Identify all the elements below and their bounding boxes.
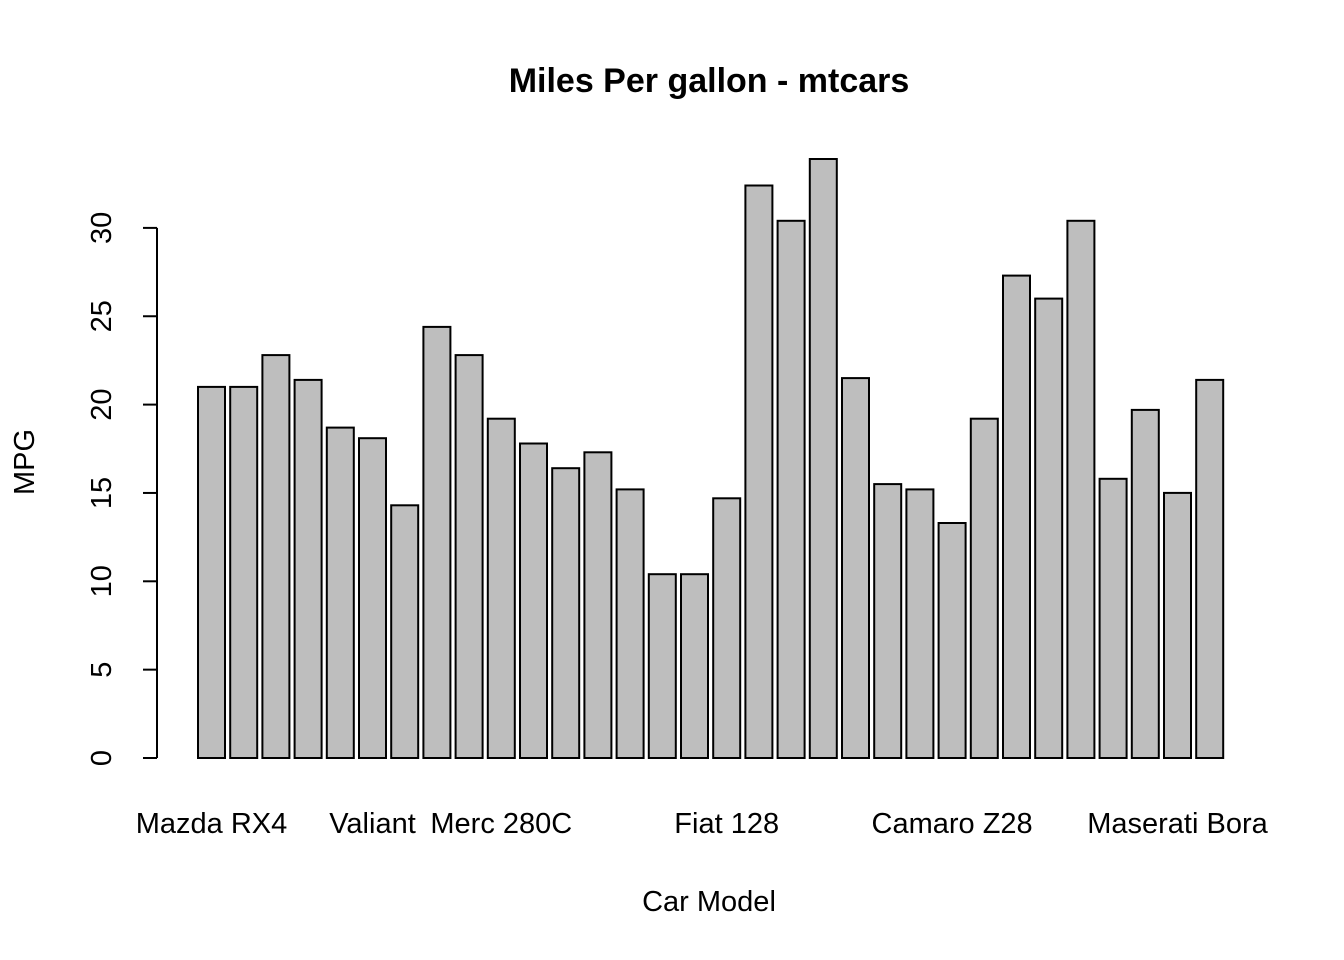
bar [1130, 408, 1160, 759]
y-tick-label: 5 [86, 662, 118, 678]
y-tick-label: 20 [86, 388, 118, 420]
bar [712, 497, 742, 759]
y-axis-label: MPG [9, 429, 41, 495]
bar [1002, 274, 1031, 759]
bar [905, 488, 935, 759]
bar [1098, 477, 1128, 759]
bar [969, 417, 999, 759]
bar [841, 377, 870, 759]
bar [808, 158, 838, 759]
bar [615, 488, 645, 759]
bar [454, 354, 484, 759]
bar [390, 504, 420, 759]
x-tick-label: Merc 280C [430, 808, 572, 840]
x-axis-label: Car Model [642, 886, 776, 918]
bar [647, 573, 677, 760]
bar [583, 451, 613, 759]
y-axis: 0 5 10 15 20 25 30 [86, 212, 158, 766]
bar [937, 522, 967, 759]
bar [197, 385, 226, 759]
y-tick-label: 10 [86, 565, 118, 597]
bar [519, 442, 548, 759]
bar [744, 184, 774, 759]
bars-group [197, 158, 1225, 760]
y-tick-label: 15 [86, 477, 118, 509]
y-tick-label: 25 [86, 300, 118, 332]
bar [680, 573, 709, 760]
bar [422, 325, 452, 759]
x-tick-label: Mazda RX4 [136, 808, 288, 840]
bar [261, 354, 291, 759]
x-tick-label: Valiant [329, 808, 416, 840]
bar [1066, 219, 1096, 760]
bar [551, 467, 581, 759]
bar [229, 385, 259, 759]
bar [1034, 297, 1064, 759]
x-tick-label: Maserati Bora [1087, 808, 1268, 840]
x-tick-label: Fiat 128 [674, 808, 779, 840]
bar [325, 426, 355, 759]
y-tick-label: 0 [86, 750, 118, 766]
bar [293, 378, 323, 759]
bar [1163, 491, 1192, 759]
bar [358, 437, 387, 759]
bar [1195, 378, 1225, 759]
bar [486, 417, 516, 759]
chart-title: Miles Per gallon - mtcars [509, 62, 910, 100]
x-tick-labels: Mazda RX4 Valiant Merc 280C Fiat 128 Camaro … [136, 808, 1269, 840]
bar [873, 483, 903, 759]
bar [776, 219, 806, 760]
x-tick-label: Camaro Z28 [872, 808, 1033, 840]
y-tick-label: 30 [86, 212, 118, 244]
